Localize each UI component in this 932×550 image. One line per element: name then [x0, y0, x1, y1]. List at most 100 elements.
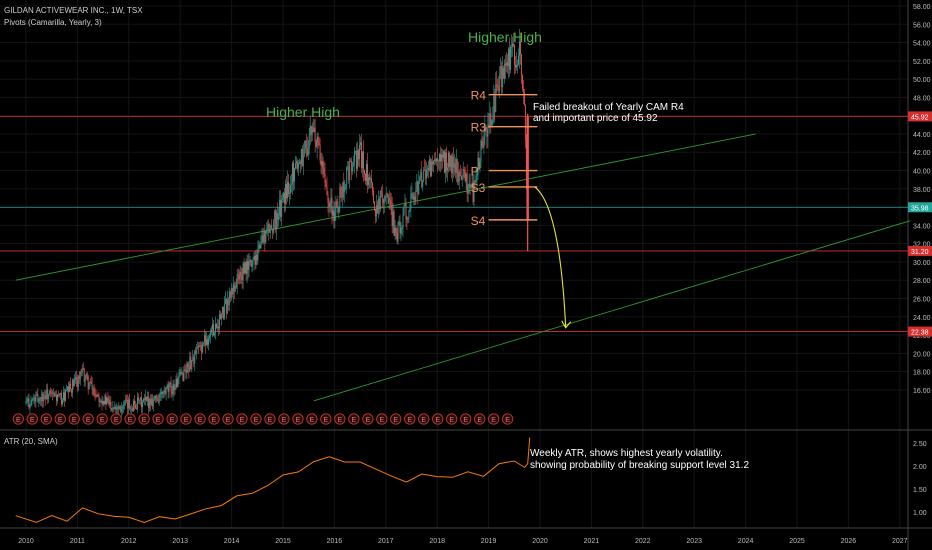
candle-body: [292, 162, 293, 185]
candle-body: [388, 198, 390, 204]
candle-body: [464, 170, 466, 182]
pivots-indicator-label[interactable]: Pivots (Camarilla, Yearly, 3): [4, 18, 102, 27]
candle-body: [389, 198, 391, 201]
candle-body: [267, 224, 269, 229]
grid: [0, 0, 908, 528]
candle-body: [201, 345, 203, 353]
candle-body: [39, 397, 41, 399]
candle-body: [477, 157, 479, 175]
candle-body: [146, 396, 148, 401]
earnings-marker-label: E: [505, 417, 510, 424]
earnings-marker-label: E: [240, 417, 245, 424]
candle-body: [46, 389, 48, 400]
candle-body: [172, 383, 174, 394]
projection-arrow-path: [534, 186, 567, 328]
candle-body: [237, 274, 239, 276]
candle-body: [443, 151, 445, 173]
earnings-marker-label: E: [254, 417, 259, 424]
candle-body: [417, 181, 419, 195]
trendlines[interactable]: [15, 133, 911, 402]
candle-body: [158, 397, 160, 403]
price-tick-label: 26.00: [913, 296, 931, 303]
atr-axis[interactable]: 1.00 1.50 2.00 2.50: [913, 441, 927, 517]
candle-body: [246, 261, 248, 274]
candle-body: [245, 262, 247, 274]
time-tick-label: 2018: [429, 538, 445, 545]
candle-body: [378, 199, 380, 209]
projection-arrow[interactable]: [534, 186, 572, 329]
candle-body: [192, 356, 194, 361]
candle-body: [512, 43, 513, 47]
candle-body: [338, 207, 340, 212]
candle-body: [511, 46, 512, 48]
candle-body: [474, 181, 476, 182]
candle-body: [105, 395, 107, 405]
candle-body: [55, 394, 57, 396]
candle-body: [57, 394, 59, 402]
candle-body: [459, 171, 461, 176]
candle-body: [382, 198, 384, 204]
candle-body: [35, 395, 37, 402]
candle-body: [154, 395, 156, 400]
time-tick-label: 2016: [327, 538, 343, 545]
price-tick-label: 48.00: [913, 95, 931, 102]
candle-body: [87, 375, 89, 389]
candle-body: [399, 222, 401, 234]
candle-body: [407, 217, 409, 220]
price-tag-label: 45.92: [911, 114, 929, 121]
candle-body: [257, 249, 259, 261]
candle-body: [510, 47, 512, 70]
candle-body: [507, 62, 509, 67]
candle-body: [437, 158, 438, 161]
candle-body: [104, 395, 106, 405]
candle-body: [50, 391, 52, 393]
candle-body: [220, 313, 222, 320]
candle-body: [472, 182, 474, 203]
candle-body: [482, 146, 484, 148]
candle-body: [432, 161, 434, 165]
candle-body: [197, 346, 199, 349]
candle-body: [524, 105, 526, 140]
time-tick-label: 2019: [481, 538, 497, 545]
earnings-marker: [236, 413, 248, 425]
candle-body: [458, 171, 460, 182]
time-tick-label: 2022: [635, 538, 651, 545]
candle-body: [348, 166, 350, 181]
candle-body: [404, 203, 406, 207]
candle-body: [451, 156, 453, 173]
candle-body: [253, 256, 255, 260]
candle-body: [440, 153, 441, 162]
candle-body: [364, 170, 365, 174]
candle-body: [225, 298, 227, 314]
candle-body: [31, 399, 33, 401]
candle-body: [374, 209, 376, 217]
candle-body: [439, 153, 440, 162]
candle-body: [260, 244, 262, 249]
price-tick-label: 34.00: [913, 223, 931, 230]
time-tick-label: 2011: [70, 538, 85, 545]
candle-body: [481, 140, 483, 147]
atr-indicator-label[interactable]: ATR (20, SMA): [4, 437, 58, 446]
time-axis[interactable]: 2010 2011 2012 2013 2014 2015 2016 2017 2018 2019…: [18, 538, 907, 545]
candle-body: [324, 173, 326, 183]
earnings-marker: [376, 413, 388, 425]
candle-body: [79, 372, 81, 379]
candle-body: [509, 48, 511, 70]
candle-body: [420, 172, 422, 178]
candle-body: [217, 326, 218, 328]
candle-body: [215, 323, 216, 334]
time-tick-label: 2013: [172, 538, 188, 545]
candle-body: [325, 182, 327, 187]
candle-body: [368, 177, 370, 180]
candle-body: [519, 41, 521, 55]
candle-body: [169, 382, 171, 385]
earnings-marker: [432, 413, 444, 425]
candle-body: [219, 314, 221, 320]
earnings-marker: [26, 413, 38, 425]
candle-body: [116, 407, 118, 410]
candle-body: [347, 166, 349, 168]
candle-body: [178, 373, 180, 378]
candle-body: [167, 385, 169, 392]
candle-body: [351, 160, 353, 172]
